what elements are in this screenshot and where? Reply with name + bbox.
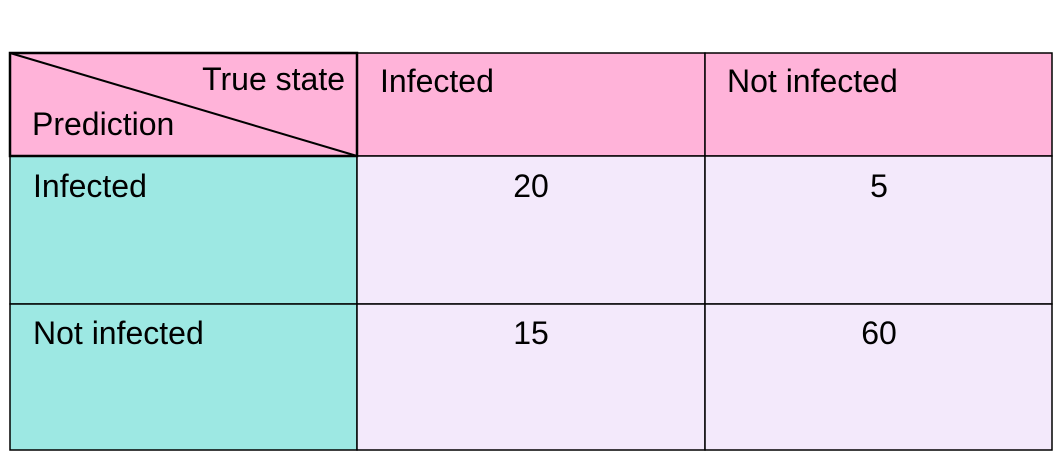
cell-value: 20 [513,168,549,204]
value-cell [356,155,706,305]
diagonal [9,52,358,157]
column-header: Not infected [727,63,898,99]
row-header: Infected [33,168,147,204]
header-cell [356,52,706,157]
cell-value: 5 [870,168,888,204]
row-header-cell [9,303,358,451]
row-header-cell [9,155,358,305]
corner-top: True state [202,61,345,97]
row-header: Not infected [33,315,204,351]
corner-border [8,51,359,158]
column-header: Infected [380,63,494,99]
value-cell [704,155,1053,305]
cell-value: 15 [513,315,549,351]
cell-value: 60 [861,315,897,351]
header-cell [704,52,1053,157]
value-cell [356,303,706,451]
corner-bottom: Prediction [32,106,174,142]
value-cell [704,303,1053,451]
